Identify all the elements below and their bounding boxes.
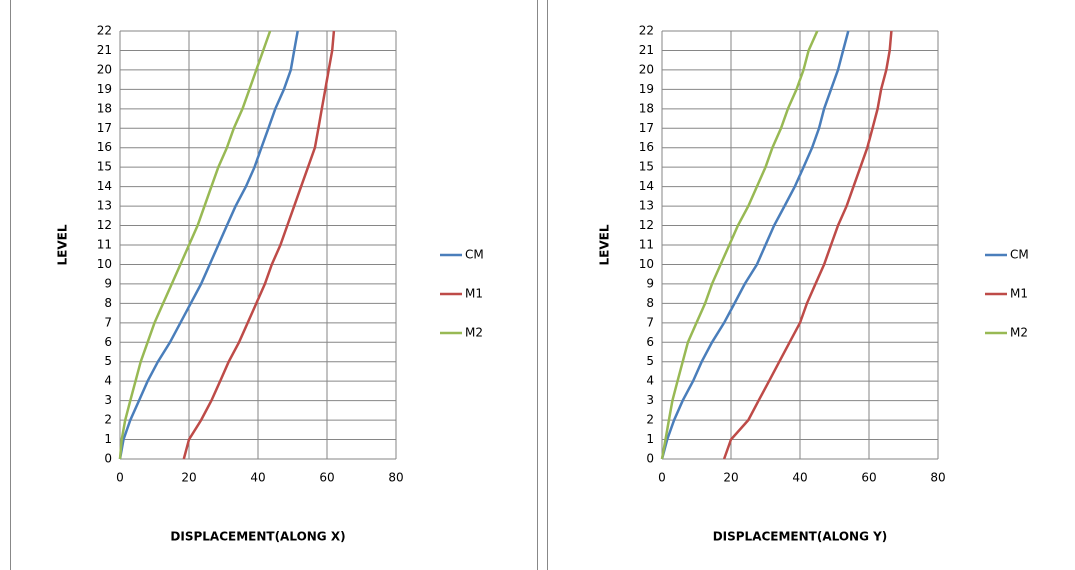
y-tick-label: 0 (104, 452, 112, 466)
y-tick-label: 6 (646, 335, 654, 349)
y-tick-label: 15 (97, 160, 112, 174)
y-tick-label: 18 (639, 101, 654, 115)
x-tick-label: 80 (388, 471, 403, 485)
y-tick-label: 4 (104, 374, 112, 388)
y-axis-label: LEVEL (56, 224, 70, 265)
series-line (722, 30, 893, 460)
y-tick-label: 21 (97, 43, 112, 57)
x-tick-label: 0 (658, 471, 666, 485)
y-tick-label: 16 (639, 140, 654, 154)
x-tick-label: 60 (319, 471, 334, 485)
x-axis-label: DISPLACEMENT(ALONG Y) (713, 530, 888, 544)
y-tick-label: 9 (104, 276, 112, 290)
y-tick-label: 13 (97, 199, 112, 213)
y-tick-label: 20 (639, 62, 654, 76)
y-tick-label: 8 (646, 296, 654, 310)
x-axis-label: DISPLACEMENT(ALONG X) (170, 530, 345, 544)
y-tick-label: 2 (646, 413, 654, 427)
series-line (118, 30, 299, 460)
panel-border (547, 0, 548, 570)
y-tick-label: 12 (639, 218, 654, 232)
y-tick-label: 8 (104, 296, 112, 310)
series-line (118, 30, 272, 460)
x-tick-label: 60 (861, 471, 876, 485)
legend-label: M1 (1010, 287, 1028, 301)
y-tick-label: 17 (639, 121, 654, 135)
y-tick-label: 10 (97, 257, 112, 271)
y-tick-label: 3 (104, 393, 112, 407)
y-tick-label: 12 (97, 218, 112, 232)
y-tick-label: 18 (97, 101, 112, 115)
y-tick-label: 5 (104, 354, 112, 368)
y-tick-label: 11 (639, 238, 654, 252)
legend-label: M2 (1010, 326, 1028, 340)
legend-label: M2 (465, 326, 483, 340)
y-tick-label: 10 (639, 257, 654, 271)
series-line (182, 30, 336, 460)
y-tick-label: 0 (646, 452, 654, 466)
panel-border (10, 0, 538, 570)
y-tick-label: 14 (97, 179, 112, 193)
y-tick-label: 21 (639, 43, 654, 57)
y-axis-label: LEVEL (598, 224, 612, 265)
y-tick-label: 17 (97, 121, 112, 135)
y-tick-label: 15 (639, 160, 654, 174)
y-tick-label: 16 (97, 140, 112, 154)
y-tick-label: 19 (639, 82, 654, 96)
y-tick-label: 7 (104, 315, 112, 329)
y-tick-label: 5 (646, 354, 654, 368)
series-line (660, 30, 850, 460)
y-tick-label: 1 (646, 432, 654, 446)
legend-label: CM (465, 248, 484, 262)
y-tick-label: 4 (646, 374, 654, 388)
y-tick-label: 11 (97, 238, 112, 252)
y-tick-label: 7 (646, 315, 654, 329)
y-tick-label: 2 (104, 413, 112, 427)
y-tick-label: 22 (639, 24, 654, 38)
legend-label: CM (1010, 248, 1029, 262)
legend-label: M1 (465, 287, 483, 301)
x-tick-label: 40 (792, 471, 807, 485)
x-tick-label: 20 (723, 471, 738, 485)
x-tick-label: 20 (181, 471, 196, 485)
y-tick-label: 3 (646, 393, 654, 407)
y-tick-label: 20 (97, 62, 112, 76)
y-tick-label: 14 (639, 179, 654, 193)
y-tick-label: 9 (646, 276, 654, 290)
y-tick-label: 13 (639, 199, 654, 213)
x-tick-label: 40 (250, 471, 265, 485)
series-line (660, 30, 819, 460)
y-tick-label: 6 (104, 335, 112, 349)
x-tick-label: 80 (930, 471, 945, 485)
y-tick-label: 22 (97, 24, 112, 38)
x-tick-label: 0 (116, 471, 124, 485)
y-tick-label: 19 (97, 82, 112, 96)
y-tick-label: 1 (104, 432, 112, 446)
